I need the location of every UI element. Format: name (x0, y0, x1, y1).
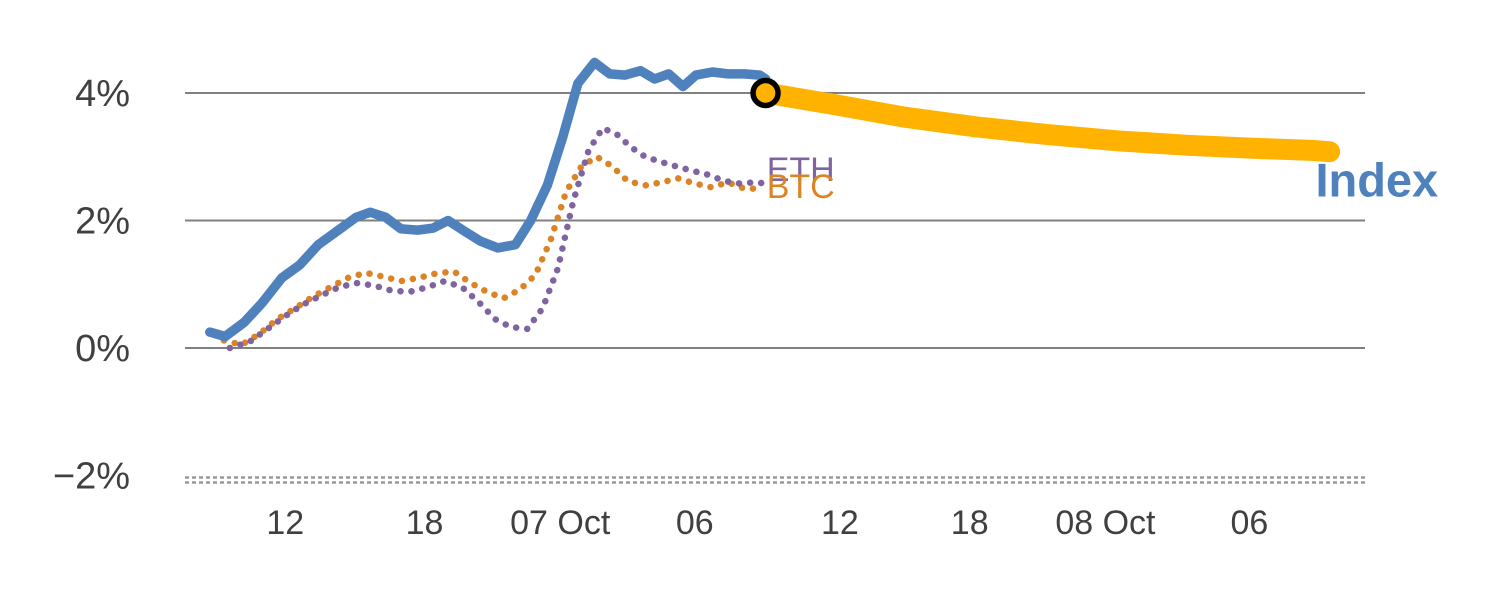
y-axis-labels: 4% 2% 0% −2% (53, 73, 130, 498)
y-tick-label: −2% (53, 456, 130, 498)
label-index: Index (1315, 153, 1438, 206)
x-tick-label: 12 (821, 504, 859, 542)
x-tick-label: 07 Oct (510, 504, 611, 542)
series-btc-line (220, 153, 763, 349)
y-tick-label: 2% (75, 201, 130, 243)
series-eth-line (226, 124, 769, 352)
x-axis-labels: 12 18 07 Oct 06 12 18 08 Oct 06 (266, 504, 1268, 542)
x-tick-label: 06 (1230, 504, 1268, 542)
x-tick-label: 18 (406, 504, 444, 542)
y-tick-label: 0% (75, 328, 130, 370)
label-btc: BTC (767, 168, 835, 206)
series-index-line (205, 57, 771, 342)
x-tick-label: 12 (266, 504, 304, 542)
series-lines (205, 57, 771, 352)
x-tick-label: 06 (676, 504, 714, 542)
forecast-marker[interactable] (750, 77, 781, 109)
y-tick-label: 4% (75, 73, 130, 115)
x-tick-label: 18 (951, 504, 989, 542)
forecast-handle[interactable] (750, 77, 781, 109)
forecast-line[interactable] (755, 82, 1341, 163)
label-eth: ETH (767, 151, 835, 189)
forecast-polyline[interactable] (755, 82, 1341, 163)
x-tick-label: 08 Oct (1055, 504, 1156, 542)
